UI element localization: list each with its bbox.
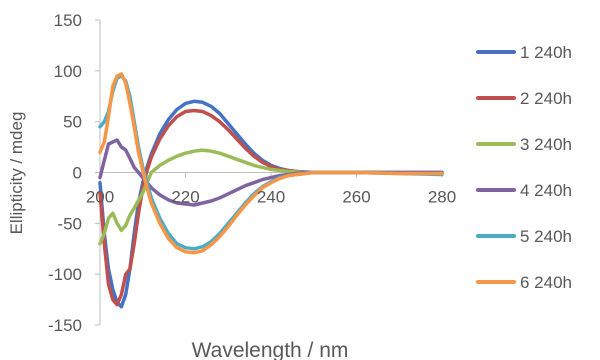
legend-label: 4 240h [520,181,572,200]
legend-item-4: 4 240h [476,181,572,200]
series-line-2 [98,108,444,307]
x-tick-label: 220 [171,188,199,207]
x-tick-label: 280 [428,188,456,207]
x-tick-label: 260 [342,188,370,207]
legend-item-3: 3 240h [476,135,572,154]
y-tick-label: -150 [48,316,82,335]
y-tick-label: 0 [73,164,82,183]
x-tick-label: 200 [86,188,114,207]
y-tick-label: -100 [48,265,82,284]
legend-item-6: 6 240h [476,273,572,292]
legend-label: 5 240h [520,227,572,246]
ticks-layer: 150 100 50 0 -50 -100 -150 200 220 240 260 280 [48,11,456,335]
x-axis-title: Wavelength / nm [192,339,349,360]
legend-label: 1 240h [520,43,572,62]
x-tick-label: 240 [257,188,285,207]
legend-item-5: 5 240h [476,227,572,246]
legend-label: 3 240h [520,135,572,154]
legend-item-2: 2 240h [476,89,572,108]
y-tick-label: 100 [54,62,82,81]
y-tick-label: 150 [54,11,82,30]
series-layer [98,72,444,309]
legend-item-1: 1 240h [476,43,572,62]
y-axis-title: Ellipticity / mdeg [7,112,26,235]
y-tick-label: 50 [63,113,82,132]
series-line-6 [98,72,444,255]
y-tick-label: -50 [57,214,82,233]
legend-label: 2 240h [520,89,572,108]
legend: 1 240h 2 240h 3 240h 4 240h 5 240h 6 240h [476,43,572,292]
series-line-3 [98,148,444,246]
legend-label: 6 240h [520,273,572,292]
